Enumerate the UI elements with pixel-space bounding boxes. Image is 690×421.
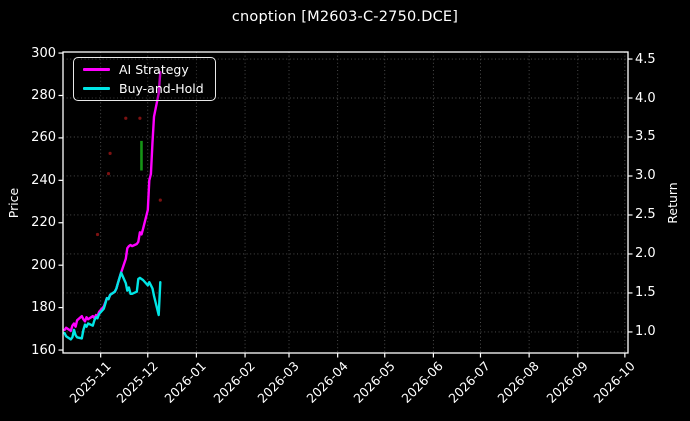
red-dot-marker bbox=[138, 116, 142, 120]
right-axis-tick-label: 3.5 bbox=[635, 129, 656, 145]
ai-strategy-line-swatch bbox=[83, 68, 110, 72]
legend: AI Strategy Buy-and-Hold bbox=[73, 57, 216, 101]
right-axis-tick-label: 4.5 bbox=[635, 51, 656, 67]
red-dot-marker bbox=[106, 172, 111, 176]
left-axis-tick-label: 180 bbox=[31, 300, 56, 316]
y-axis-label-price: Price bbox=[6, 187, 21, 219]
right-axis-tick-label: 2.0 bbox=[635, 246, 656, 262]
red-dot-marker bbox=[108, 151, 112, 155]
right-axis-tick-label: 2.5 bbox=[635, 207, 656, 223]
red-dot-marker bbox=[158, 198, 162, 202]
left-axis-tick-label: 240 bbox=[31, 172, 56, 188]
left-axis-tick-label: 300 bbox=[31, 45, 56, 61]
series-line-buy-and-hold bbox=[63, 271, 162, 341]
left-axis-tick-label: 280 bbox=[31, 87, 56, 103]
red-dot-marker bbox=[124, 116, 128, 120]
right-axis-tick-label: 3.0 bbox=[635, 168, 656, 184]
y-axis-label-return: Return bbox=[665, 182, 680, 224]
chart-title: cnoption [M2603-C-2750.DCE] bbox=[231, 9, 459, 25]
axes-frame bbox=[62, 51, 629, 354]
left-axis-tick-label: 200 bbox=[31, 257, 56, 273]
left-axis-tick-label: 220 bbox=[31, 215, 56, 231]
legend-item-ai-strategy: AI Strategy bbox=[74, 62, 215, 77]
legend-label: AI Strategy bbox=[119, 62, 189, 78]
buy-and-hold-line-swatch bbox=[83, 86, 110, 90]
left-axis-tick-label: 160 bbox=[31, 342, 56, 358]
right-axis-tick-label: 1.5 bbox=[635, 285, 656, 301]
legend-label: Buy-and-Hold bbox=[119, 80, 204, 96]
legend-item-buy-and-hold: Buy-and-Hold bbox=[74, 81, 215, 96]
red-dot-marker bbox=[95, 232, 100, 237]
right-axis-tick-label: 1.0 bbox=[635, 324, 656, 340]
right-axis-tick-label: 4.0 bbox=[635, 90, 656, 106]
left-axis-tick-label: 260 bbox=[31, 130, 56, 146]
